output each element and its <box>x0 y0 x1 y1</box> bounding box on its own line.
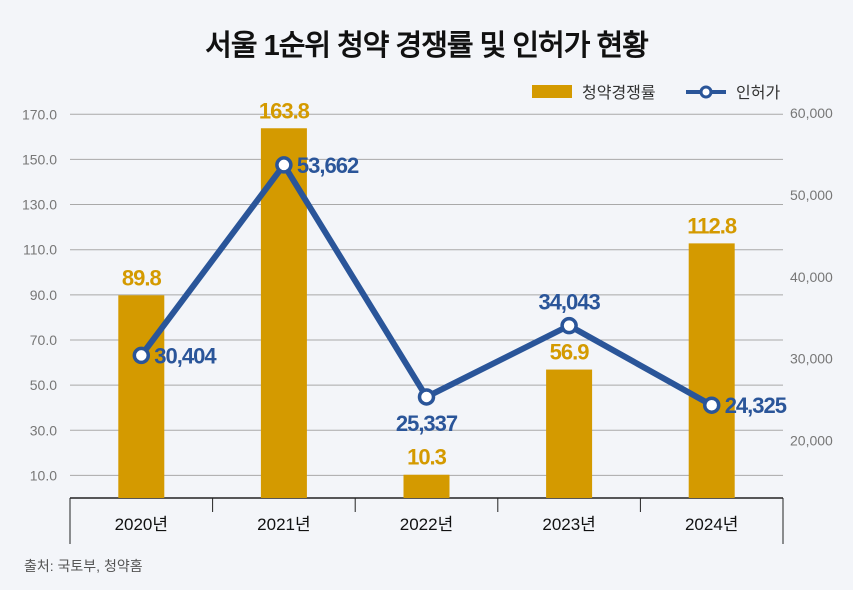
left-tick-label: 110.0 <box>23 242 57 258</box>
bar-data-label: 10.3 <box>407 445 447 470</box>
chart-title: 서울 1순위 청약 경쟁률 및 인허가 현황 <box>205 30 649 62</box>
left-tick-label: 170.0 <box>22 106 57 122</box>
x-tick-label: 2021년 <box>257 515 310 534</box>
line-marker <box>275 156 293 174</box>
left-tick-label: 10.0 <box>30 467 57 483</box>
left-tick-label: 50.0 <box>30 377 57 393</box>
bar-data-label: 56.9 <box>550 340 590 365</box>
right-tick-label: 60,000 <box>790 105 833 121</box>
bar-data-label: 89.8 <box>122 265 162 290</box>
line-data-label: 53,662 <box>297 153 359 178</box>
line-marker <box>417 388 436 406</box>
left-tick-label: 90.0 <box>30 287 57 303</box>
legend-bar-swatch <box>532 85 572 98</box>
legend-line-marker <box>699 85 713 99</box>
legend-line-label: 인허가 <box>736 84 780 102</box>
x-tick-label: 2020년 <box>115 515 168 534</box>
left-tick-label: 150.0 <box>22 151 57 167</box>
left-tick-label: 130.0 <box>22 197 57 213</box>
bar <box>546 369 593 498</box>
line-data-label: 34,043 <box>538 290 600 315</box>
bar <box>118 295 165 498</box>
line-series <box>138 161 714 408</box>
x-tick-label: 2022년 <box>400 515 453 534</box>
bar-data-label: 112.8 <box>687 213 737 238</box>
line-marker <box>702 396 721 414</box>
bar-data-label: 163.8 <box>259 98 310 123</box>
right-tick-label: 50,000 <box>790 187 833 203</box>
legend-bar-label: 청약경쟁률 <box>582 84 656 102</box>
line-marker <box>560 316 578 335</box>
line-data-label: 24,325 <box>725 393 787 418</box>
bar <box>688 243 735 498</box>
right-tick-label: 40,000 <box>790 269 833 285</box>
line-marker <box>132 346 151 365</box>
source-note: 출처: 국토부, 청약홈 <box>24 558 143 574</box>
x-tick-label: 2024년 <box>685 515 738 534</box>
right-tick-label: 30,000 <box>790 351 833 367</box>
left-tick-label: 30.0 <box>30 422 57 438</box>
left-tick-label: 70.0 <box>30 332 57 348</box>
line-data-label: 30,404 <box>154 343 217 368</box>
line-data-label: 25,337 <box>396 411 458 436</box>
x-tick-label: 2023년 <box>542 515 595 534</box>
right-tick-label: 20,000 <box>790 433 833 449</box>
bar <box>403 474 450 498</box>
